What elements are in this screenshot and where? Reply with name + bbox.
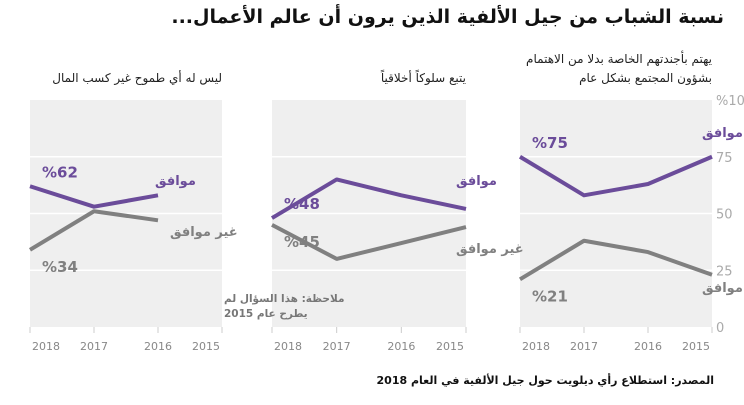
series-name-disagree: غير موافق	[702, 281, 744, 296]
series-name-agree: موافق	[456, 174, 497, 189]
chart-title: نسبة الشباب من جيل الألفية الذين يرون أن…	[171, 6, 724, 28]
panel-title-3: ليس له أي طموح غير كسب المال	[52, 71, 222, 85]
series-line-disagree	[518, 238, 713, 282]
data-label: %75	[532, 134, 568, 152]
series-name-disagree: غير موافق	[170, 225, 238, 240]
data-label: %45	[284, 233, 320, 251]
y-tick-label: 0	[716, 321, 724, 336]
series-name-disagree: غير موافق	[456, 242, 524, 257]
series-name-agree: موافق	[155, 174, 196, 189]
panel-title-1: يهتم بأجندتهم الخاصة بدلا من الاهتمام بش…	[526, 52, 712, 85]
data-label: %34	[42, 258, 78, 276]
x-tick-label: 2016	[144, 340, 172, 353]
series-name-agree: موافق	[702, 126, 743, 141]
series-line-disagree	[28, 209, 159, 252]
x-tick-label: 2016	[387, 340, 415, 353]
source-note: المصدر: استطلاع رأي ديلويت حول جيل الألف…	[376, 374, 714, 387]
note-line: ملاحظة: هذا السؤال لم	[224, 293, 344, 305]
x-tick-label: 2016	[634, 340, 662, 353]
x-tick-label: 2015	[436, 340, 464, 353]
panel-title-2: يتبع سلوكاً أخلاقياً	[380, 71, 466, 85]
data-label: %21	[532, 287, 568, 305]
series-line-agree	[270, 177, 467, 220]
y-tick-label: %100	[716, 94, 744, 109]
x-tick-label: 2015	[682, 340, 710, 353]
x-tick-label: 2018	[274, 340, 302, 353]
series-line-agree	[518, 154, 713, 198]
x-tick-label: 2018	[32, 340, 60, 353]
x-tick-label: 2015	[192, 340, 220, 353]
x-tick-label: 2018	[522, 340, 550, 353]
series-line-agree	[29, 184, 159, 209]
data-label: %62	[42, 163, 78, 181]
y-tick-label: 50	[716, 208, 733, 223]
y-tick-label: 75	[716, 151, 733, 166]
series-line-disagree	[271, 223, 467, 261]
note-line: يطرح عام 2015	[224, 308, 308, 320]
x-tick-label: 2017	[80, 340, 108, 353]
data-label: %48	[284, 195, 320, 213]
x-tick-label: 2017	[323, 340, 351, 353]
x-tick-label: 2017	[570, 340, 598, 353]
y-tick-label: 25	[716, 264, 733, 279]
